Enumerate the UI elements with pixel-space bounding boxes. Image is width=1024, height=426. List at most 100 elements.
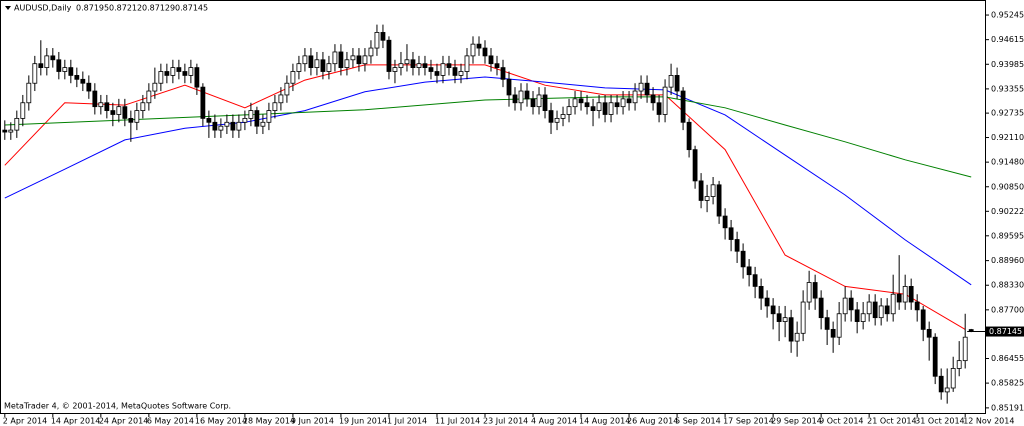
candle-body (110, 110, 116, 115)
x-tick-label: 21 Oct 2014 (867, 417, 916, 426)
y-tick-label: 0.93355 (991, 84, 1024, 93)
candle-body (14, 117, 20, 131)
candle-body (584, 102, 590, 108)
candle-body (410, 59, 416, 68)
candle-body (440, 63, 446, 76)
chart-title: AUDUSD,Daily (14, 4, 72, 13)
candle-body (152, 82, 158, 92)
header-value: 0.87129 (142, 4, 175, 13)
y-tick-label: 0.88330 (991, 281, 1024, 290)
candle-body (452, 67, 458, 76)
candle-body (962, 336, 968, 362)
x-tick-label: 28 May 2014 (243, 417, 295, 426)
candle-body (572, 98, 578, 108)
candle-body (938, 375, 944, 393)
x-tick-label: 9 Oct 2014 (819, 417, 863, 426)
candle-body (602, 102, 608, 115)
candle-body (944, 387, 950, 393)
candle-body (122, 106, 128, 119)
candle-body (578, 98, 584, 104)
candle-body (908, 286, 914, 303)
candle-body (284, 82, 290, 96)
candle-body (638, 82, 644, 92)
candle-body (464, 55, 470, 72)
candle-body (38, 63, 44, 68)
candle-body (494, 63, 500, 68)
candle-body (884, 305, 890, 315)
candle-body (428, 67, 434, 72)
candle-body (770, 305, 776, 315)
candle-body (662, 86, 668, 115)
candle-body (590, 106, 596, 111)
x-tick-label: 14 Apr 2014 (51, 417, 100, 426)
candle-body (764, 297, 770, 307)
candle-body (500, 67, 506, 80)
header-value: 0.87195 (76, 4, 109, 13)
candle-body (458, 71, 464, 76)
y-tick-label: 0.85191 (991, 403, 1024, 412)
candle-body (776, 313, 782, 322)
x-tick-label: 4 Aug 2014 (531, 417, 577, 426)
candle-body (626, 98, 632, 104)
x-tick-label: 9 Jun 2014 (291, 417, 334, 426)
candle-body (326, 63, 332, 72)
menu-arrow (5, 6, 11, 10)
candle-body (488, 55, 494, 65)
candle-body (620, 98, 626, 108)
plot-frame (0, 0, 986, 414)
candle-body (812, 282, 818, 299)
candle-body (872, 301, 878, 319)
candle-body (950, 368, 956, 389)
candle-body (530, 98, 536, 108)
candle-body (674, 75, 680, 92)
candle-body (170, 67, 176, 76)
candle-body (782, 317, 788, 322)
candle-body (8, 129, 14, 133)
candle-body (386, 39, 392, 72)
x-tick-label: 29 Sep 2014 (771, 417, 822, 426)
candle-body (320, 59, 326, 72)
y-tick-label: 0.92735 (991, 109, 1024, 118)
y-tick-label: 0.85825 (991, 379, 1024, 388)
candle-body (260, 121, 266, 127)
candle-body (518, 90, 524, 104)
candle-body (206, 117, 212, 123)
candle-body (740, 250, 746, 268)
candle-body (404, 59, 410, 65)
candle-body (80, 78, 86, 84)
y-tick-label: 0.87700 (991, 305, 1024, 314)
price-label: 0.87145 (989, 327, 1022, 336)
candle-body (212, 121, 218, 131)
candle-body (230, 121, 236, 131)
x-tick-label: 5 Sep 2014 (675, 417, 721, 426)
candle-body (752, 274, 758, 287)
candle-body (272, 102, 278, 111)
candle-body (308, 55, 314, 68)
candle-body (608, 102, 614, 115)
candle-body (476, 43, 482, 49)
x-tick-label: 16 May 2014 (195, 417, 247, 426)
y-tick-label: 0.93985 (991, 60, 1024, 69)
candle-body (686, 121, 692, 151)
candle-body (92, 90, 98, 108)
x-tick-label: 19 Jun 2014 (339, 417, 387, 426)
candle-body (344, 59, 350, 68)
candle-body (746, 266, 752, 276)
candle-body (692, 149, 698, 182)
candle-body (362, 55, 368, 65)
candle-body (242, 117, 248, 123)
candle-body (248, 110, 254, 119)
candle-body (596, 102, 602, 111)
candle-body (788, 317, 794, 342)
candle-body (2, 129, 8, 133)
candle-body (902, 286, 908, 303)
candle-body (176, 67, 182, 72)
candle-body (524, 90, 530, 100)
candle-body (842, 297, 848, 315)
candle-body (50, 55, 56, 61)
moving-average (4, 76, 972, 286)
x-tick-label: 23 Jul 2014 (483, 417, 528, 426)
candle-body (422, 63, 428, 68)
candle-body (848, 297, 854, 311)
candle-body (434, 71, 440, 76)
